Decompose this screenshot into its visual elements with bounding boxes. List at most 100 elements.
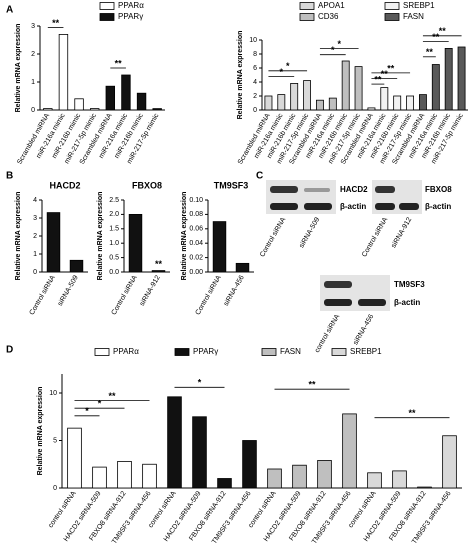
- x-tick-label: siRNA-456: [223, 274, 246, 307]
- y-tick-label: 2.5: [109, 197, 119, 204]
- y-tick-label: 0.00: [189, 269, 203, 276]
- y-tick-label: 0.10: [189, 197, 203, 204]
- significance-mark: **: [115, 58, 123, 68]
- chart-title: TM9SF3: [214, 180, 249, 190]
- y-tick-label: 0.04: [189, 240, 203, 247]
- bar: [242, 440, 257, 489]
- bar: [58, 34, 69, 111]
- bar: [457, 46, 466, 111]
- blot-band: [304, 203, 332, 210]
- bar: [128, 213, 143, 273]
- legend-swatch: [261, 348, 277, 356]
- bar: [192, 416, 207, 489]
- bar: [367, 472, 382, 489]
- bar: [142, 463, 157, 489]
- blot-band: [358, 299, 386, 306]
- bar: [341, 60, 350, 111]
- legend-label: APOA1: [318, 1, 345, 10]
- legend-swatch: [99, 2, 115, 10]
- bar: [406, 95, 415, 111]
- blot-target: TM9SF3: [394, 280, 425, 289]
- y-tick-label: 0.08: [189, 211, 203, 218]
- blot-control: β-actin: [394, 298, 420, 307]
- bar: [167, 396, 182, 489]
- blot-band: [399, 203, 419, 210]
- significance-mark: *: [198, 378, 202, 388]
- legend-swatch: [299, 2, 315, 10]
- panel-letter: C: [256, 171, 263, 182]
- significance-mark: *: [85, 406, 89, 416]
- blot-band: [270, 186, 298, 193]
- bar: [277, 94, 286, 111]
- bar: [92, 466, 107, 489]
- blot-fbxo8: FBXO8 β-actin Control siRNA siRNA-912: [361, 180, 452, 258]
- significance-mark: **: [155, 259, 163, 269]
- y-tick-label: 1.5: [109, 226, 119, 233]
- blot-control: β-actin: [340, 202, 366, 211]
- y-axis-label: Relative mRNA expression: [15, 24, 22, 113]
- panel-letter: B: [6, 171, 13, 182]
- legend-swatch: [99, 13, 115, 21]
- significance-mark: **: [381, 69, 389, 79]
- legend-swatch: [384, 2, 400, 10]
- significance-mark: *: [331, 45, 335, 55]
- y-tick-label: 1.0: [109, 240, 119, 247]
- bar: [392, 470, 407, 489]
- blot-target: FBXO8: [425, 185, 452, 194]
- legend-swatch: [384, 13, 400, 21]
- y-tick-label: 1: [31, 79, 35, 86]
- legend-swatch: [299, 13, 315, 21]
- x-tick-label: Control siRNA: [29, 274, 57, 316]
- legend-label: CD36: [318, 12, 339, 21]
- chart-title: FBXO8: [132, 180, 162, 190]
- y-tick-label: 10: [249, 37, 257, 44]
- bar: [393, 95, 402, 111]
- bar: [442, 435, 457, 489]
- legend-label: SREBP1: [350, 347, 382, 356]
- y-tick-label: 4: [253, 79, 257, 86]
- y-tick-label: 3: [31, 23, 35, 30]
- blot-target: HACD2: [340, 185, 368, 194]
- legend-swatch: [174, 348, 190, 356]
- blot-band: [375, 203, 395, 210]
- lane-label: siRNA-456: [352, 313, 375, 346]
- significance-mark: **: [387, 63, 395, 73]
- legend-label: SREBP1: [403, 1, 435, 10]
- bar: [89, 108, 100, 111]
- y-tick-label: 0: [253, 107, 257, 114]
- legend-label: PPARα: [113, 347, 139, 356]
- significance-mark: **: [52, 18, 60, 28]
- y-tick-label: 2: [31, 51, 35, 58]
- y-tick-label: 6: [253, 65, 257, 72]
- blot-band: [375, 186, 395, 193]
- panel-letter: D: [6, 345, 13, 356]
- bar: [380, 87, 389, 111]
- bar: [367, 107, 376, 111]
- legend-label: PPARγ: [118, 12, 143, 21]
- bar: [417, 486, 432, 489]
- blot-band: [324, 281, 352, 288]
- bar: [151, 270, 166, 273]
- legend-label: PPARγ: [193, 347, 218, 356]
- bar: [121, 74, 131, 111]
- chart-title: HACD2: [49, 180, 80, 190]
- bar: [69, 259, 84, 273]
- significance-mark: *: [286, 61, 290, 71]
- legend-label: FASN: [280, 347, 301, 356]
- y-tick-label: 0: [53, 485, 57, 492]
- lane-label: siRNA-912: [390, 216, 413, 249]
- bar: [212, 221, 227, 273]
- significance-mark: **: [408, 408, 416, 418]
- legend-swatch: [331, 348, 347, 356]
- bar: [74, 98, 84, 111]
- y-axis-label: Relative mRNA expression: [237, 31, 244, 120]
- y-tick-label: 0.02: [189, 254, 203, 261]
- significance-mark: **: [432, 32, 440, 42]
- y-tick-label: 0: [31, 107, 35, 114]
- y-tick-label: 0.06: [189, 226, 203, 233]
- y-tick-label: 0.5: [109, 254, 119, 261]
- bar: [267, 468, 282, 489]
- significance-mark: *: [337, 39, 341, 49]
- y-axis-label: Relative mRNA expression: [181, 192, 188, 281]
